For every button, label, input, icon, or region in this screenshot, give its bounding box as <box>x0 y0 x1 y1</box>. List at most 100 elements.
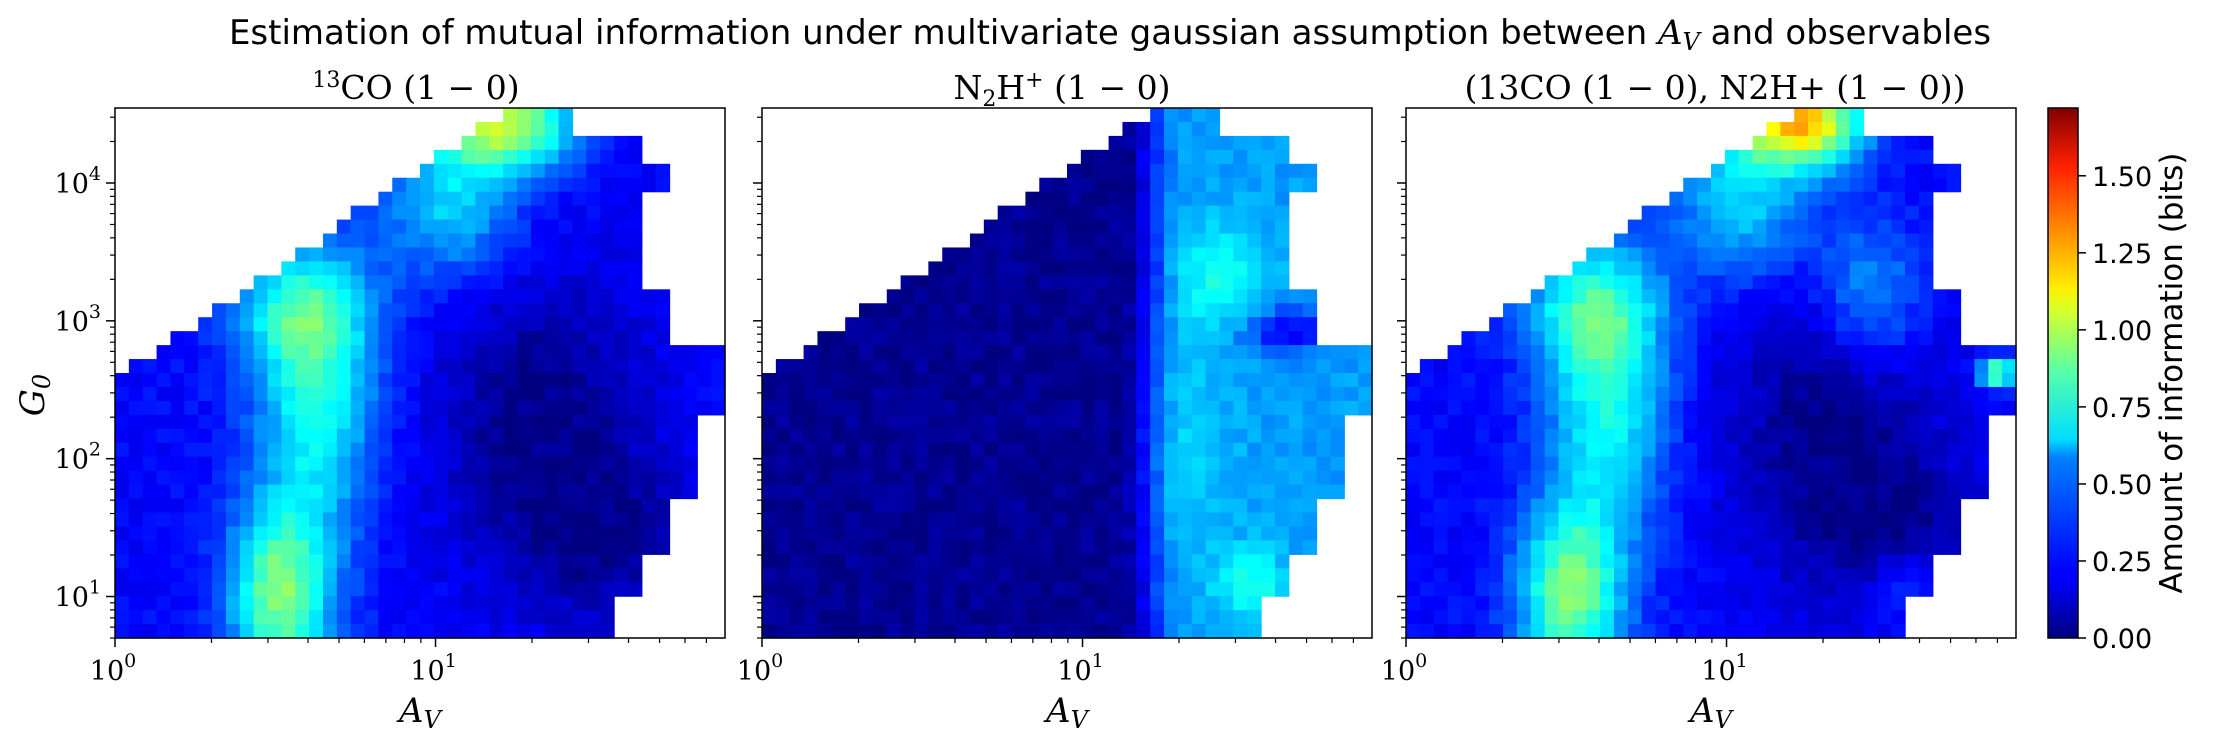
heatmap-cell <box>322 303 338 318</box>
heatmap-cell <box>1288 484 1304 500</box>
heatmap-cell <box>1330 345 1345 360</box>
heatmap-cell <box>600 247 615 263</box>
heatmap-cell <box>475 233 490 249</box>
heatmap-cell <box>281 456 296 472</box>
heatmap-cell <box>775 540 791 555</box>
heatmap-cell <box>1025 582 1040 597</box>
heatmap-cell <box>322 373 338 388</box>
heatmap-cell <box>1067 219 1082 235</box>
heatmap-cell <box>900 568 916 583</box>
heatmap-cell <box>142 596 158 611</box>
heatmap-cell <box>115 386 130 402</box>
heatmap-cell <box>1503 568 1518 583</box>
heatmap-cell <box>859 428 874 444</box>
heatmap-cell <box>1039 596 1054 611</box>
heatmap-cell <box>378 554 393 569</box>
heatmap-cell <box>558 261 574 276</box>
heatmap-cell <box>1261 191 1276 207</box>
heatmap-cell <box>1974 428 1989 444</box>
heatmap-cell <box>1136 568 1151 583</box>
heatmap-cell <box>1233 331 1248 346</box>
heatmap-cell <box>1039 359 1054 374</box>
heatmap-cell <box>1150 554 1165 569</box>
heatmap-cell <box>1433 512 1449 528</box>
heatmap-cell <box>1419 512 1435 528</box>
heatmap-cell <box>956 317 971 332</box>
heatmap-cell <box>1558 582 1573 597</box>
heatmap-cell <box>983 568 999 583</box>
heatmap-cell <box>156 359 172 374</box>
heatmap-cell <box>1475 610 1490 625</box>
heatmap-cell <box>803 400 819 416</box>
heatmap-cell <box>1558 498 1573 514</box>
heatmap-cell <box>942 582 957 597</box>
heatmap-cell <box>517 289 532 304</box>
heatmap-cell <box>1655 289 1671 304</box>
heatmap-cell <box>1946 400 1962 416</box>
heatmap-cell <box>1177 247 1193 263</box>
heatmap-cell <box>406 498 421 514</box>
heatmap-cell <box>1918 582 1934 597</box>
heatmap-cell <box>627 289 643 304</box>
heatmap-cell <box>983 345 999 360</box>
heatmap-cell <box>872 526 888 541</box>
heatmap-cell <box>1419 484 1435 500</box>
heatmap-cell <box>1766 177 1781 193</box>
heatmap-cell <box>886 414 902 430</box>
heatmap-cell <box>530 596 546 611</box>
heatmap-cell <box>803 470 819 486</box>
heatmap-cell <box>1330 400 1345 416</box>
heatmap-cell <box>983 359 999 374</box>
heatmap-cell <box>1530 484 1546 500</box>
heatmap-cell <box>1475 484 1490 500</box>
heatmap-cell <box>295 470 310 486</box>
heatmap-cell <box>614 317 629 332</box>
heatmap-cell <box>1641 400 1657 416</box>
heatmap-cell <box>1655 484 1671 500</box>
heatmap-cell <box>212 526 227 541</box>
heatmap-cell <box>364 414 380 430</box>
heatmap-cell <box>1669 275 1684 290</box>
heatmap-cell <box>1516 386 1532 402</box>
heatmap-cell <box>1572 540 1587 555</box>
heatmap-cell <box>1683 414 1698 430</box>
heatmap-cell <box>1316 400 1332 416</box>
x-tick-label: 101 <box>1701 650 1747 687</box>
heatmap-cell <box>1766 289 1781 304</box>
heatmap-cell <box>447 247 463 263</box>
heatmap-cell <box>914 400 929 416</box>
heatmap-cell <box>544 498 560 514</box>
heatmap-cell <box>1808 177 1823 193</box>
heatmap-cell <box>1419 359 1435 374</box>
heatmap-cell <box>817 345 832 360</box>
heatmap-cell <box>184 400 199 416</box>
heatmap-cell <box>212 428 227 444</box>
heatmap-cell <box>914 442 929 458</box>
heatmap-cell <box>281 526 296 541</box>
heatmap-cell <box>1891 177 1906 193</box>
heatmap-cell <box>544 484 560 500</box>
heatmap-cell <box>503 596 518 611</box>
heatmap-cell <box>1136 442 1151 458</box>
heatmap-cell <box>1711 568 1726 583</box>
heatmap-cell <box>212 596 227 611</box>
heatmap-cell <box>803 512 819 528</box>
heatmap-cell <box>1233 582 1248 597</box>
heatmap-cell <box>406 177 421 193</box>
heatmap-cell <box>170 554 185 569</box>
heatmap-cell <box>156 400 172 416</box>
heatmap-cell <box>1794 540 1809 555</box>
heatmap-cell <box>142 554 158 569</box>
heatmap-cell <box>845 373 860 388</box>
heatmap-cell <box>1136 512 1151 528</box>
heatmap-cell <box>1780 554 1795 569</box>
heatmap-cell <box>1655 345 1671 360</box>
heatmap-cell <box>1025 400 1040 416</box>
heatmap-cell <box>433 317 449 332</box>
heatmap-cell <box>572 400 587 416</box>
heatmap-cell <box>1053 247 1068 263</box>
heatmap-cell <box>1447 442 1463 458</box>
heatmap-cell <box>1080 512 1096 528</box>
heatmap-cell <box>775 568 791 583</box>
heatmap-cell <box>1219 470 1234 486</box>
